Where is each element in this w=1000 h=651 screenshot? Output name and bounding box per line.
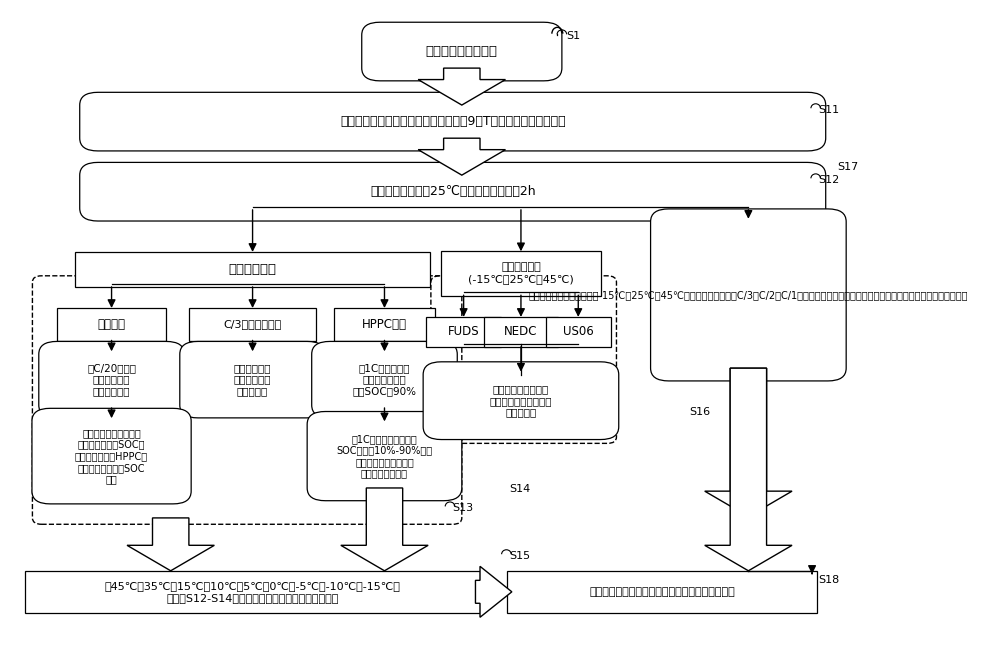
Text: S12: S12 xyxy=(818,175,840,186)
FancyBboxPatch shape xyxy=(189,308,316,340)
FancyBboxPatch shape xyxy=(32,408,191,504)
Text: 以1C的倍率对电
池进行恒流恒压
充至SOC达90%: 以1C的倍率对电 池进行恒流恒压 充至SOC达90% xyxy=(352,363,416,396)
FancyBboxPatch shape xyxy=(484,316,558,347)
FancyBboxPatch shape xyxy=(334,308,435,340)
FancyBboxPatch shape xyxy=(362,22,562,81)
FancyBboxPatch shape xyxy=(507,571,817,613)
FancyBboxPatch shape xyxy=(426,316,501,347)
Text: 动态工况实验
(-15℃、25℃和45℃): 动态工况实验 (-15℃、25℃和45℃) xyxy=(468,262,574,284)
FancyBboxPatch shape xyxy=(651,209,846,381)
FancyBboxPatch shape xyxy=(25,571,480,613)
Text: S18: S18 xyxy=(818,575,840,585)
Text: 以C/20充放电
倍率对软包电
池进行充放电: 以C/20充放电 倍率对软包电 池进行充放电 xyxy=(87,363,136,396)
Text: 在电池表面的预设位置及两极耳上粘附9个T型热电偶进行温度提取: 在电池表面的预设位置及两极耳上粘附9个T型热电偶进行温度提取 xyxy=(340,115,566,128)
Text: S1: S1 xyxy=(566,31,581,40)
Text: NEDC: NEDC xyxy=(504,326,538,339)
FancyBboxPatch shape xyxy=(80,162,826,221)
FancyBboxPatch shape xyxy=(180,341,325,418)
Text: C/3静态容量测试: C/3静态容量测试 xyxy=(223,319,282,329)
Text: S17: S17 xyxy=(838,163,859,173)
FancyArrow shape xyxy=(705,368,792,517)
Text: US06: US06 xyxy=(563,326,594,339)
Text: 测取软包电池在三个温度（-15℃、25℃和45℃）、三个电流倍率（C/3、C/2、C/1）下的恒流放电工况数据，包括电流、电压以及各测点的温度数据: 测取软包电池在三个温度（-15℃、25℃和45℃）、三个电流倍率（C/3、C/2… xyxy=(529,290,968,300)
FancyBboxPatch shape xyxy=(423,362,619,439)
Text: 测得该软包电池的开路
电压与荷电状态SOC的
关系曲线并确定HPPC测
试中相邻测试点的SOC
间隔: 测得该软包电池的开路 电压与荷电状态SOC的 关系曲线并确定HPPC测 试中相邻… xyxy=(75,428,148,484)
FancyBboxPatch shape xyxy=(57,308,166,340)
FancyBboxPatch shape xyxy=(546,316,611,347)
FancyBboxPatch shape xyxy=(39,341,184,418)
Text: S16: S16 xyxy=(689,406,710,417)
FancyArrow shape xyxy=(341,488,428,571)
Text: 将待测软包电池在25℃的恒温环境中静置2h: 将待测软包电池在25℃的恒温环境中静置2h xyxy=(370,185,536,198)
FancyBboxPatch shape xyxy=(80,92,826,151)
FancyArrow shape xyxy=(475,566,512,617)
Text: 以1C的倍率放电，实验
SOC区间取10%-90%，获
取当前温度下软包电池
的电流、电压数据: 以1C的倍率放电，实验 SOC区间取10%-90%，获 取当前温度下软包电池 的… xyxy=(336,434,433,478)
Text: 特性工况实验: 特性工况实验 xyxy=(229,263,277,276)
FancyBboxPatch shape xyxy=(75,251,430,287)
Text: FUDS: FUDS xyxy=(448,326,479,339)
Text: S15: S15 xyxy=(509,551,530,561)
Text: 获取软包电池
在当前温度下
的实际容量: 获取软包电池 在当前温度下 的实际容量 xyxy=(234,363,271,396)
FancyArrow shape xyxy=(418,138,505,175)
FancyBboxPatch shape xyxy=(312,341,457,418)
FancyBboxPatch shape xyxy=(441,251,601,296)
Text: 测得该软包电池的电
流、电压、温度、阻抗
等实验数据: 测得该软包电池的电 流、电压、温度、阻抗 等实验数据 xyxy=(490,384,552,417)
Text: 将获取的实验数据汇总并处理，形成可用的数据库: 将获取的实验数据汇总并处理，形成可用的数据库 xyxy=(589,587,735,597)
FancyArrow shape xyxy=(418,68,505,105)
Text: S14: S14 xyxy=(509,484,530,494)
Text: S11: S11 xyxy=(818,105,840,115)
Text: 涓流测试: 涓流测试 xyxy=(98,318,126,331)
FancyArrow shape xyxy=(127,518,214,571)
Text: S13: S13 xyxy=(453,503,474,514)
FancyArrow shape xyxy=(705,368,792,571)
Text: 在45℃、35℃、15℃、10℃、5℃、0℃、-5℃、-10℃、-15℃重
复步骤S12-S14，记录不同温度下的电流、电压数据: 在45℃、35℃、15℃、10℃、5℃、0℃、-5℃、-10℃、-15℃重 复步… xyxy=(105,581,401,603)
FancyBboxPatch shape xyxy=(307,411,462,501)
Text: 对软包电池进行实验: 对软包电池进行实验 xyxy=(426,45,498,58)
Text: HPPC测试: HPPC测试 xyxy=(362,318,407,331)
